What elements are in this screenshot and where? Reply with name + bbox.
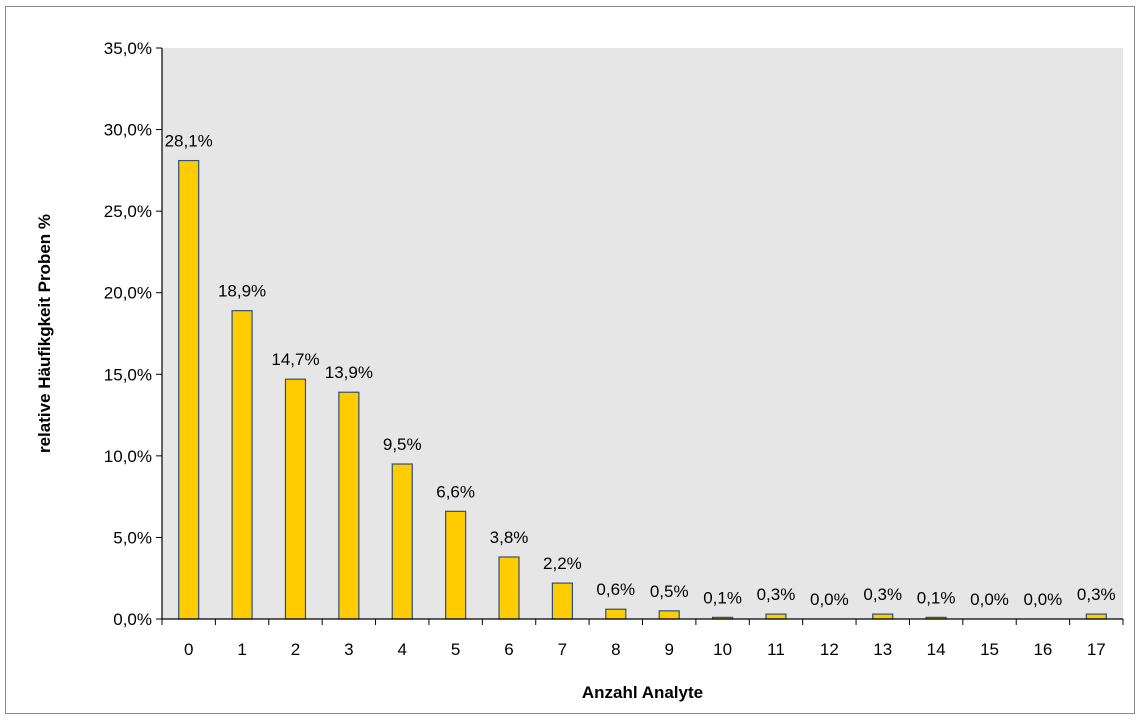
bar-1 — [231, 310, 253, 620]
x-tick-label: 9 — [664, 640, 673, 659]
data-label-0: 28,1% — [165, 132, 213, 151]
bar-0 — [178, 159, 200, 620]
data-label-17: 0,3% — [1077, 585, 1116, 604]
data-label-16: 0,0% — [1024, 590, 1063, 609]
x-tick-label: 10 — [713, 640, 732, 659]
data-label-15: 0,0% — [970, 590, 1009, 609]
x-tick-label: 4 — [398, 640, 407, 659]
bar-13 — [872, 613, 894, 620]
data-label-13: 0,3% — [863, 585, 902, 604]
x-axis-ticks: 0 1 2 3 4 5 6 7 8 9 10 11 12 13 14 15 16 17 — [161, 619, 1124, 659]
x-tick-label: 12 — [820, 640, 839, 659]
x-tick-label: 8 — [611, 640, 620, 659]
x-tick-label: 2 — [291, 640, 300, 659]
y-tick-label: 25,0% — [104, 202, 152, 221]
bar-3 — [338, 391, 360, 620]
y-tick-label: 10,0% — [104, 447, 152, 466]
x-tick-label: 14 — [927, 640, 946, 659]
x-tick-label: 3 — [344, 640, 353, 659]
bar-9 — [658, 610, 680, 620]
data-label-4: 9,5% — [383, 435, 422, 454]
y-tick-label: 35,0% — [104, 39, 152, 58]
data-label-11: 0,3% — [757, 585, 796, 604]
data-label-9: 0,5% — [650, 582, 689, 601]
data-label-10: 0,1% — [703, 588, 742, 607]
bar-6 — [498, 556, 520, 620]
x-tick-label: 16 — [1033, 640, 1052, 659]
data-label-5: 6,6% — [436, 482, 475, 501]
x-tick-label: 6 — [504, 640, 513, 659]
bar-11 — [765, 613, 787, 620]
bar-2 — [284, 378, 307, 620]
x-axis-title: Anzahl Analyte — [582, 683, 703, 702]
y-axis-title: relative Häufikgkeit Proben % — [35, 214, 54, 453]
x-tick-label: 1 — [237, 640, 246, 659]
bar-7 — [551, 582, 574, 620]
data-label-7: 2,2% — [543, 554, 582, 573]
data-label-2: 14,7% — [271, 350, 319, 369]
data-label-1: 18,9% — [218, 282, 266, 301]
x-tick-label: 17 — [1087, 640, 1106, 659]
plot-area — [162, 48, 1123, 619]
x-tick-label: 5 — [451, 640, 460, 659]
y-tick-label: 0,0% — [113, 610, 152, 629]
x-tick-label: 0 — [184, 640, 193, 659]
data-label-12: 0,0% — [810, 590, 849, 609]
bars: 28,1% 18,9% 14,7% 13,9% 9,5% 6,6% 3,8% 2,2% 0,6%… — [165, 132, 1116, 620]
data-label-8: 0,6% — [596, 580, 635, 599]
bar-17 — [1085, 613, 1107, 620]
data-label-3: 13,9% — [325, 363, 373, 382]
x-tick-label: 7 — [558, 640, 567, 659]
data-label-14: 0,1% — [917, 588, 956, 607]
y-tick-label: 30,0% — [104, 121, 152, 140]
data-label-6: 3,8% — [490, 528, 529, 547]
y-tick-label: 15,0% — [104, 365, 152, 384]
bar-5 — [445, 510, 467, 620]
y-tick-label: 5,0% — [113, 528, 152, 547]
y-axis-ticks: 0,0% 5,0% 10,0% 15,0% 20,0% 25,0% 30,0% 35,0% — [104, 39, 162, 629]
bar-8 — [605, 608, 627, 620]
x-tick-label: 15 — [980, 640, 999, 659]
x-tick-label: 13 — [873, 640, 892, 659]
bar-4 — [391, 463, 413, 620]
x-tick-label: 11 — [767, 640, 785, 659]
y-tick-label: 20,0% — [104, 284, 152, 303]
